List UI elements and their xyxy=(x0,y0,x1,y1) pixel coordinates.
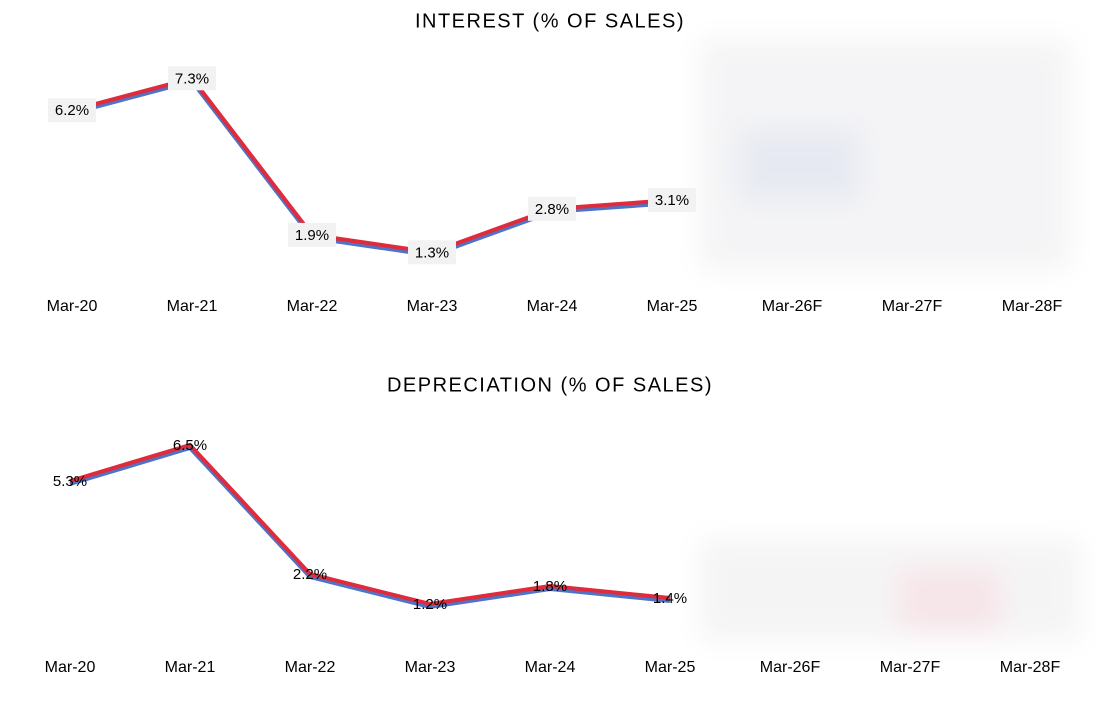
x-tick-label: Mar-21 xyxy=(165,659,216,676)
x-tick-label: Mar-24 xyxy=(525,659,576,676)
x-tick-label: Mar-22 xyxy=(287,298,338,315)
data-label: 1.8% xyxy=(533,578,567,595)
data-label: 3.1% xyxy=(655,192,689,209)
data-label-bg xyxy=(528,196,576,221)
data-label: 5.3% xyxy=(53,473,87,490)
x-tick-label: Mar-28F xyxy=(1002,298,1063,315)
line-shadow xyxy=(69,445,671,610)
x-tick-label: Mar-25 xyxy=(645,659,696,676)
x-tick-label: Mar-23 xyxy=(407,298,458,315)
data-label: 1.9% xyxy=(295,227,329,244)
line-shadow xyxy=(71,79,673,258)
data-label-bg xyxy=(408,240,456,265)
data-label: 1.3% xyxy=(415,244,449,261)
x-tick-label: Mar-27F xyxy=(882,298,943,315)
data-label-bg xyxy=(48,98,96,123)
data-label: 6.2% xyxy=(55,102,89,119)
data-label: 1.4% xyxy=(653,590,687,607)
data-label-bg xyxy=(168,66,216,91)
chart-title: INTEREST (% OF SALES) xyxy=(415,10,685,32)
x-tick-label: Mar-20 xyxy=(47,298,98,315)
x-tick-label: Mar-23 xyxy=(405,659,456,676)
line xyxy=(71,76,673,255)
line xyxy=(69,442,671,607)
x-tick-label: Mar-22 xyxy=(285,659,336,676)
x-tick-label: Mar-28F xyxy=(1000,659,1061,676)
data-label: 2.2% xyxy=(293,566,327,583)
x-tick-label: Mar-27F xyxy=(880,659,941,676)
x-tick-label: Mar-25 xyxy=(647,298,698,315)
x-tick-label: Mar-21 xyxy=(167,298,218,315)
data-label-bg xyxy=(648,188,696,213)
data-label: 7.3% xyxy=(175,70,209,87)
x-tick-label: Mar-20 xyxy=(45,659,96,676)
x-tick-label: Mar-26F xyxy=(762,298,823,315)
data-label: 6.5% xyxy=(173,437,207,454)
data-label: 2.8% xyxy=(535,201,569,218)
chart-title: DEPRECIATION (% OF SALES) xyxy=(387,374,713,396)
x-tick-label: Mar-24 xyxy=(527,298,578,315)
redacted-area xyxy=(700,40,1080,640)
data-label-bg xyxy=(288,222,336,247)
x-tick-label: Mar-26F xyxy=(760,659,821,676)
data-label: 1.2% xyxy=(413,596,447,613)
